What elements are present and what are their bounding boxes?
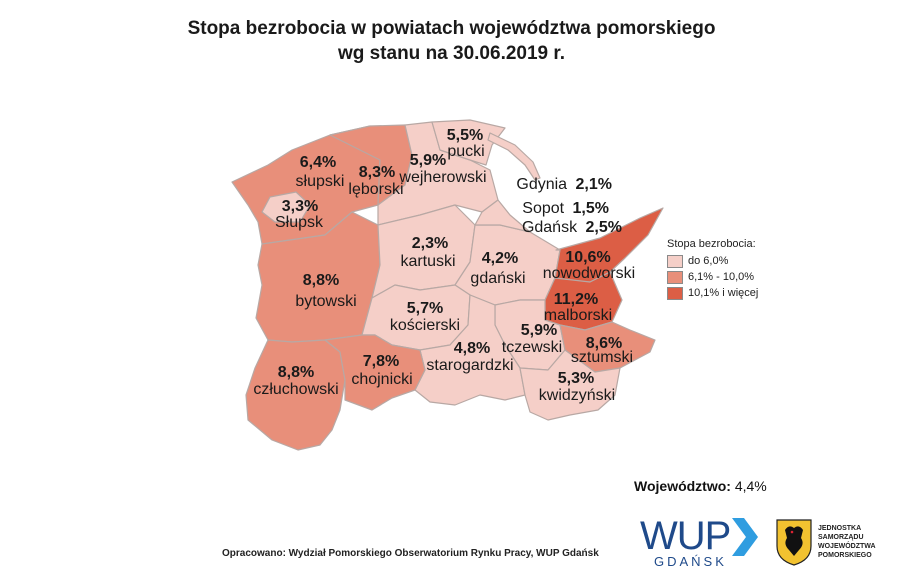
wup-arrow-icon [732,518,758,556]
voivodeship-label: Województwo: [634,478,731,494]
voivodeship-rate: Województwo: 4,4% [634,478,767,494]
city-gdynia-name: Gdynia [516,176,567,193]
city-sopot-value: 1,5% [573,200,609,217]
legend-item-high: 10,1% i więcej [667,285,758,301]
district-nowodworski [554,207,664,283]
legend-label-high: 10,1% i więcej [688,287,759,299]
legend-title: Stopa bezrobocia: [667,238,756,250]
label-malborski-value: 11,2% [554,291,598,308]
city-gdansk-label: Gdańsk 2,5% [522,219,622,236]
pomorskie-crest-icon [776,519,812,566]
label-nowodworski-name: nowodworski [543,265,635,282]
label-chojnicki-value: 7,8% [363,353,399,370]
label-kwidzynski-name: kwidzyński [539,387,615,404]
wup-logo: WUP GDAŃSK [640,514,758,569]
label-kwidzynski-value: 5,3% [558,370,594,387]
legend-label-low: do 6,0% [688,255,729,267]
city-gdynia-value: 2,1% [576,176,612,193]
city-sopot-label: Sopot 1,5% [522,200,609,217]
legend-swatch-mid [667,270,683,284]
label-czluchowski-name: człuchowski [253,381,338,398]
map-legend: Stopa bezrobocia: do 6,0% 6,1% - 10,0% 1… [667,238,758,301]
wup-logo-text: WUP [640,514,731,558]
label-slupsk-value: 3,3% [282,198,318,215]
legend-item-mid: 6,1% - 10,0% [667,269,758,285]
legend-swatch-low [667,254,683,268]
label-malborski-name: malborski [544,307,612,324]
city-gdansk-name: Gdańsk [522,219,578,236]
label-czluchowski-value: 8,8% [278,364,314,381]
label-sztumski-name: sztumski [571,349,633,366]
hel-peninsula [487,132,541,181]
label-wejherowski-name: wejherowski [398,169,486,186]
voivodeship-value: 4,4% [734,478,767,494]
district-tricity [474,199,531,233]
map-title: Stopa bezrobocia w powiatach województwa… [0,16,903,66]
label-slupski-name: słupski [296,173,345,190]
city-gdansk-value: 2,5% [586,219,622,236]
label-kartuski-name: kartuski [400,253,455,270]
label-nowodworski-value: 10,6% [565,249,610,266]
legend-label-mid: 6,1% - 10,0% [688,271,755,283]
wup-logo-subtext: GDAŃSK [654,554,727,569]
source-footer: Opracowano: Wydział Pomorskiego Obserwat… [222,548,599,559]
samorzad-logo-text: JEDNOSTKA SAMORZĄDU WOJEWÓDZTWA POMORSKI… [818,524,898,560]
label-tczewski-value: 5,9% [521,322,557,339]
label-wejherowski-value: 5,9% [410,152,446,169]
district-pucki [431,119,506,166]
samorzad-line-3: WOJEWÓDZTWA [818,543,876,550]
district-chojnicki [324,334,426,411]
title-line-1: Stopa bezrobocia w powiatach województwa… [187,18,716,39]
samorzad-line-2: SAMORZĄDU [818,534,864,541]
label-leborski-name: lęborski [348,181,403,198]
city-sopot-name: Sopot [522,200,564,217]
label-pucki-name: pucki [447,143,484,160]
label-starogardzki-value: 4,8% [454,340,490,357]
district-kwidzynski [519,349,621,421]
label-slupski-value: 6,4% [300,154,336,171]
label-koscierski-value: 5,7% [407,300,443,317]
label-gdanski-value: 4,2% [482,250,518,267]
label-leborski-value: 8,3% [359,164,395,181]
district-slupsk [261,191,311,223]
samorzad-line-1: JEDNOSTKA [818,525,862,532]
label-sztumski-value: 8,6% [586,335,622,352]
label-slupsk-name: Słupsk [275,214,324,231]
label-tczewski-name: tczewski [502,339,562,356]
label-pucki-value: 5,5% [447,127,483,144]
label-starogardzki-name: starogardzki [426,357,513,374]
samorzad-line-4: POMORSKIEGO [818,552,872,559]
label-chojnicki-name: chojnicki [351,371,412,388]
legend-item-low: do 6,0% [667,253,758,269]
label-koscierski-name: kościerski [390,317,460,334]
legend-swatch-high [667,286,683,300]
city-gdynia-label: Gdynia 2,1% [516,176,612,193]
label-gdanski-name: gdański [470,270,525,287]
label-bytowski-name: bytowski [295,293,356,310]
label-kartuski-value: 2,3% [412,235,448,252]
title-line-2: wg stanu na 30.06.2019 r. [337,43,566,64]
label-bytowski-value: 8,8% [303,272,339,289]
